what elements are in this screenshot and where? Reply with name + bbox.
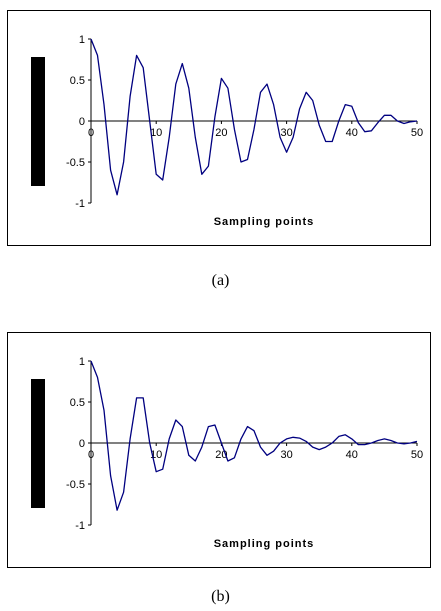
chart-panel-b: -1 -0.5 0 0.5 1 0 10 20 30 40 50 Sampling points: [7, 332, 431, 568]
chart-a-x-tick-label: 10: [150, 127, 162, 139]
chart-b-x-tick-label: 30: [280, 449, 292, 461]
chart-b-series-line-0: [90, 360, 418, 511]
chart-a-y-tick-label: 0.5: [70, 75, 85, 87]
chart-b-y-tick-label: -1: [75, 520, 85, 532]
chart-a-redaction-bar: [31, 57, 45, 186]
chart-b-y-tick-label: 0: [79, 438, 85, 450]
chart-a-y-tick-label: 1: [79, 34, 85, 46]
caption-a: (a): [211, 272, 230, 289]
chart-b-y-tick-label: -0.5: [66, 479, 85, 491]
chart-a-y-tick-label: -1: [75, 198, 85, 210]
chart-a-y-tick-label: 0: [79, 116, 85, 128]
chart-b-x-axis-title: Sampling points: [214, 538, 315, 550]
chart-b-redaction-bar: [31, 379, 45, 508]
chart-b-x-tick-label: 40: [346, 449, 358, 461]
chart-a-x-tick-label: 20: [215, 127, 227, 139]
chart-a-x-tick-label: 40: [346, 127, 358, 139]
chart-b-y-tick-label: 1: [79, 356, 85, 368]
chart-a-y-tick-label: -0.5: [66, 157, 85, 169]
chart-a-series-line-0: [90, 38, 418, 196]
chart-panel-a: -1 -0.5 0 0.5 1 0 10 20 30 40 50 Sampling points: [7, 10, 431, 246]
chart-b-x-tick-label: 50: [411, 449, 423, 461]
chart-a-x-tick-label: 30: [280, 127, 292, 139]
chart-b-y-tick-label: 0.5: [70, 397, 85, 409]
chart-a-x-tick-label: 50: [411, 127, 423, 139]
chart-a-x-tick-label: 0: [88, 127, 94, 139]
chart-a-x-axis-title: Sampling points: [214, 216, 315, 228]
chart-b-x-tick-label: 0: [88, 449, 94, 461]
caption-b: (b): [211, 588, 230, 605]
